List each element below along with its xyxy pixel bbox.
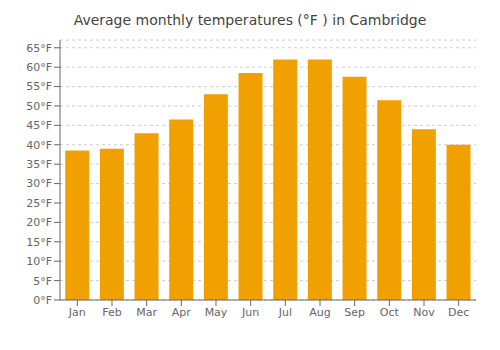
svg-text:Jan: Jan — [68, 306, 86, 319]
svg-text:Aug: Aug — [309, 306, 330, 319]
svg-text:65°F: 65°F — [26, 42, 52, 55]
svg-text:Dec: Dec — [448, 306, 469, 319]
svg-text:Feb: Feb — [102, 306, 121, 319]
svg-text:Sep: Sep — [344, 306, 365, 319]
svg-text:40°F: 40°F — [26, 139, 52, 152]
svg-text:Jun: Jun — [241, 306, 259, 319]
svg-text:Jul: Jul — [278, 306, 292, 319]
html-text:Average monthly temperatures (: Average monthly temperatures (°F ) in Ca… — [73, 12, 427, 28]
svg-text:Nov: Nov — [413, 306, 435, 319]
svg-text:45°F: 45°F — [26, 119, 52, 132]
svg-text:30°F: 30°F — [26, 177, 52, 190]
svg-text:60°F: 60°F — [26, 61, 52, 74]
svg-text:Oct: Oct — [380, 306, 400, 319]
svg-text:5°F: 5°F — [33, 275, 52, 288]
svg-text:35°F: 35°F — [26, 158, 52, 171]
svg-text:25°F: 25°F — [26, 197, 52, 210]
svg-text:50°F: 50°F — [26, 100, 52, 113]
svg-text:Apr: Apr — [172, 306, 192, 319]
svg-text:May: May — [205, 306, 228, 319]
svg-text:20°F: 20°F — [26, 216, 52, 229]
svg-text:Mar: Mar — [136, 306, 157, 319]
svg-text:55°F: 55°F — [26, 80, 52, 93]
svg-text:0°F: 0°F — [33, 294, 52, 307]
svg-text:15°F: 15°F — [26, 236, 52, 249]
svg-text:10°F: 10°F — [26, 255, 52, 268]
